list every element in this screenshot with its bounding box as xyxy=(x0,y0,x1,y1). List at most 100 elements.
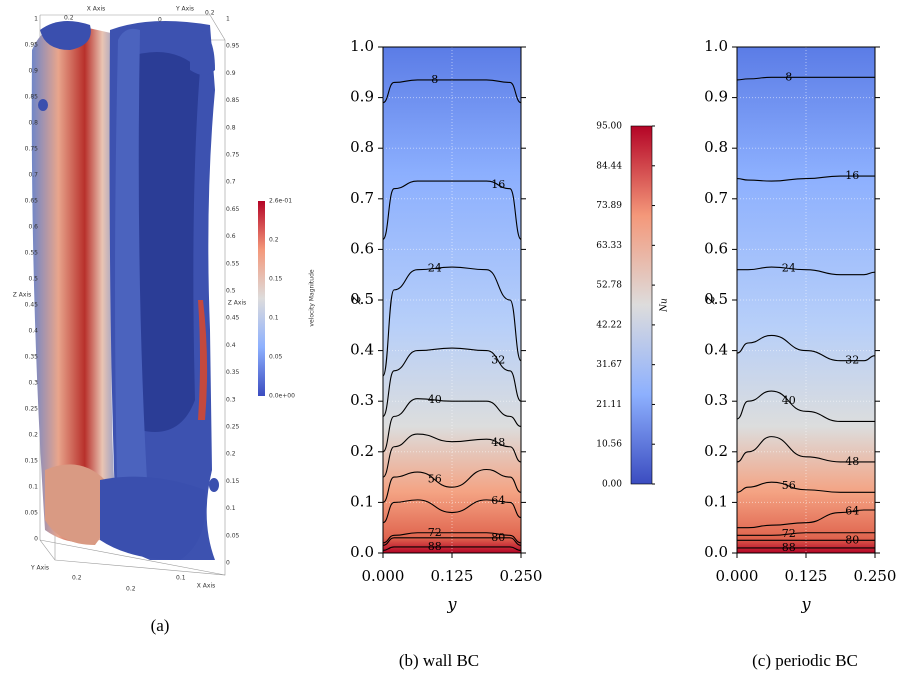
contour-label: 64 xyxy=(845,504,859,517)
x-tick-label: 0.125 xyxy=(785,567,828,585)
y-tick-label: 0.8 xyxy=(704,138,728,156)
colorbar-tick-label: 0.00 xyxy=(602,480,622,490)
contour-label: 56 xyxy=(428,473,442,486)
y-axis-label: z xyxy=(700,295,719,305)
contour-label: 16 xyxy=(845,169,859,182)
contour-line xyxy=(736,481,875,493)
y-tick-label: 0.9 xyxy=(704,88,728,106)
y-tick-label: 0.0 xyxy=(704,543,728,561)
contour-label: 40 xyxy=(782,394,796,407)
axis-tick: 0.05 xyxy=(226,532,240,539)
y-tick-label: 1.0 xyxy=(704,37,728,55)
axis-tick: 0.2 xyxy=(126,586,136,593)
y-tick-label: 1.0 xyxy=(350,37,374,55)
x-tick-label: 0.125 xyxy=(431,567,474,585)
contour-label: 32 xyxy=(845,354,859,367)
axis-tick: 0.2 xyxy=(72,575,82,582)
contour-line xyxy=(382,468,522,503)
contour-line xyxy=(736,76,875,81)
contour-label: 80 xyxy=(845,533,859,546)
axis-tick: 0.25 xyxy=(25,406,39,413)
contour-label: 8 xyxy=(785,70,792,83)
axis-tick: 0.95 xyxy=(25,42,39,49)
axis-tick: 0.55 xyxy=(25,250,39,257)
axis-tick: 0.85 xyxy=(226,97,240,104)
axis-tick: 0.3 xyxy=(226,396,236,403)
colorbar-tick-label: 73.89 xyxy=(596,201,622,211)
colorbar-label: 0.05 xyxy=(269,354,283,361)
plot-frame xyxy=(382,46,522,554)
contour-line xyxy=(737,509,875,529)
colorbar-label: 0.1 xyxy=(269,315,279,322)
axis-tick: 0.4 xyxy=(28,328,38,335)
x-tick-label: 0.000 xyxy=(362,567,405,585)
axis-tick: 0.15 xyxy=(25,458,39,465)
contour-label: 56 xyxy=(782,479,796,492)
y-tick-label: 0.2 xyxy=(704,442,728,460)
y-tick-label: 0.0 xyxy=(350,543,374,561)
y-tick-label: 0.4 xyxy=(350,341,374,359)
x-axis-label: y xyxy=(446,595,457,614)
axis-tick: 0.1 xyxy=(28,484,38,491)
contour-line xyxy=(382,499,522,524)
x-tick-label: 0.000 xyxy=(716,567,759,585)
y-tick-label: 0.7 xyxy=(350,189,374,207)
render xyxy=(31,14,226,576)
velocity-colorbar xyxy=(258,201,265,396)
x-tick-label: 0.250 xyxy=(500,567,543,585)
y-tick-label: 0.3 xyxy=(704,391,728,409)
contour-label: 72 xyxy=(428,526,442,539)
contour-line xyxy=(382,180,522,240)
colorbar-tick-label: 84.44 xyxy=(596,161,622,171)
axis-tick: 0.05 xyxy=(25,510,39,517)
colorbar-label: 0.2 xyxy=(269,237,279,244)
axis-tick: 0.45 xyxy=(25,302,39,309)
y-tick-label: 0.9 xyxy=(350,88,374,106)
contour-line xyxy=(736,334,876,362)
axis-tick: 0.1 xyxy=(226,505,236,512)
y-tick-label: 0.2 xyxy=(350,442,374,460)
contour-line xyxy=(382,79,522,104)
axis-tick: 0.15 xyxy=(226,478,240,485)
y-tick-label: 0.1 xyxy=(350,492,374,510)
y-tick-label: 0.6 xyxy=(350,239,374,257)
contour-line xyxy=(382,537,522,546)
colorbar-tick-label: 42.22 xyxy=(596,320,622,330)
contour-label: 8 xyxy=(431,73,438,86)
y-tick-label: 0.3 xyxy=(350,391,374,409)
colorbar-label: 2.6e-01 xyxy=(269,198,292,205)
contour-line xyxy=(382,532,522,544)
contour-label: 48 xyxy=(845,455,859,468)
contour-label: 16 xyxy=(491,178,505,191)
axis-tick: 0.75 xyxy=(25,146,39,153)
axis-tick: 0.7 xyxy=(28,172,38,179)
y-tick-label: 0.5 xyxy=(350,290,374,308)
axis-tick: 0.2 xyxy=(64,15,74,22)
axis-tick: 0.65 xyxy=(226,206,240,213)
caption: (c) periodic BC xyxy=(752,651,858,670)
axis-tick: 0.2 xyxy=(205,10,215,17)
y-tick-label: 0.1 xyxy=(704,492,728,510)
axis-tick: 0.6 xyxy=(28,224,38,231)
axis-tick: 0 xyxy=(158,17,162,24)
y-axis-label: z xyxy=(346,295,365,305)
x-tick-label: 0.250 xyxy=(854,567,897,585)
colorbar-label: 0.15 xyxy=(269,276,283,283)
axis-tick: 0.35 xyxy=(226,369,240,376)
axis-title: Y Axis xyxy=(30,565,49,572)
axis-tick: 0.5 xyxy=(28,276,38,283)
x-axis-label: y xyxy=(800,595,811,614)
axis-tick: 0.85 xyxy=(25,94,39,101)
axis-tick: 0.45 xyxy=(226,315,240,322)
axis-tick: 0.2 xyxy=(28,432,38,439)
colorbar-tick-label: 10.56 xyxy=(596,440,622,450)
contour-line xyxy=(737,266,876,276)
axis-tick: 0.4 xyxy=(226,342,236,349)
axis-tick: 0.7 xyxy=(226,179,236,186)
nu-colorbar xyxy=(630,125,653,485)
contour-label: 24 xyxy=(782,261,796,274)
contour-label: 80 xyxy=(491,531,505,544)
axis-title: X Axis xyxy=(197,583,215,590)
colorbar-tick-label: 52.78 xyxy=(596,281,622,291)
y-tick-label: 0.5 xyxy=(704,290,728,308)
